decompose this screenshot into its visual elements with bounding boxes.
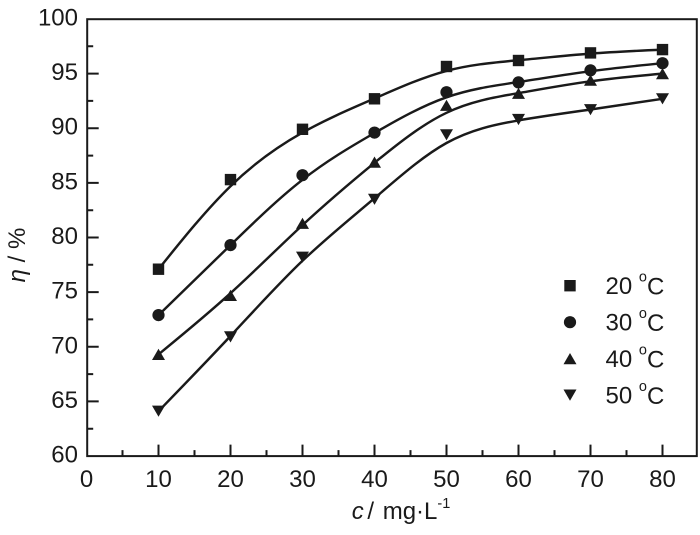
svg-text:30: 30 (289, 466, 316, 493)
svg-text:80: 80 (51, 223, 78, 250)
svg-text:20 oC: 20 oC (606, 270, 665, 301)
svg-text:40 oC: 40 oC (606, 343, 665, 374)
svg-text:η / %: η / % (4, 228, 31, 283)
svg-text:20: 20 (217, 466, 244, 493)
svg-text:65: 65 (51, 387, 78, 414)
svg-text:70: 70 (51, 332, 78, 359)
svg-text:c / mg·L-1: c / mg·L-1 (352, 496, 451, 525)
svg-text:40: 40 (361, 466, 388, 493)
svg-text:75: 75 (51, 278, 78, 305)
svg-text:50: 50 (433, 466, 460, 493)
svg-text:95: 95 (51, 59, 78, 86)
svg-text:70: 70 (577, 466, 604, 493)
svg-text:80: 80 (649, 466, 676, 493)
svg-text:85: 85 (51, 168, 78, 195)
svg-text:10: 10 (145, 466, 172, 493)
svg-text:50 oC: 50 oC (606, 379, 665, 410)
svg-text:30 oC: 30 oC (606, 306, 665, 337)
svg-text:90: 90 (51, 114, 78, 141)
svg-text:100: 100 (38, 5, 78, 32)
svg-text:60: 60 (51, 442, 78, 469)
svg-text:0: 0 (80, 466, 93, 493)
svg-text:60: 60 (505, 466, 532, 493)
